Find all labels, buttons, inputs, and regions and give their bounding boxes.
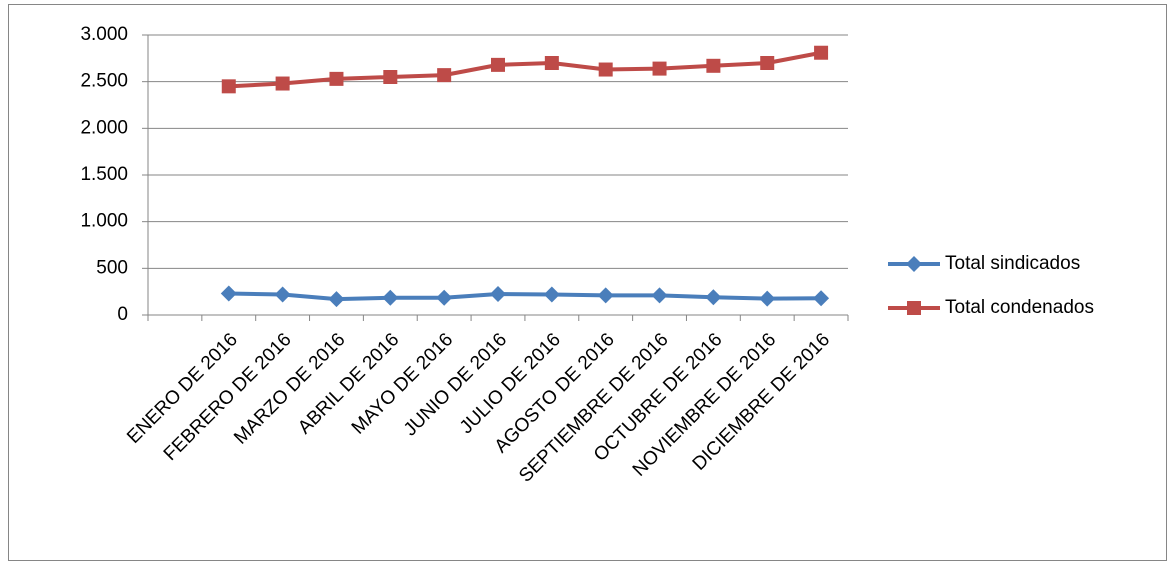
data-point (274, 286, 291, 303)
legend-marker (906, 256, 922, 272)
data-point (598, 62, 613, 77)
series-line (228, 50, 822, 89)
chart-frame (8, 4, 1167, 561)
data-point (275, 76, 290, 91)
data-point (220, 285, 237, 302)
data-point (813, 290, 830, 307)
legend-label: Total sindicados (945, 253, 1080, 274)
data-point (705, 289, 722, 306)
y-tick-label: 1.500 (80, 164, 128, 185)
data-point (382, 289, 399, 306)
data-point (652, 61, 667, 76)
data-point (597, 287, 614, 304)
data-point (490, 286, 506, 302)
data-point (760, 56, 775, 70)
y-tick-label: 500 (96, 257, 128, 278)
data-point (706, 58, 721, 73)
data-point (221, 79, 236, 94)
y-tick-label: 2.500 (80, 71, 128, 92)
series-line (228, 291, 822, 302)
data-point (651, 287, 668, 304)
data-point (544, 56, 559, 70)
y-tick-label: 3.000 (80, 24, 128, 45)
data-point (437, 68, 452, 83)
data-point (543, 286, 560, 303)
legend-marker (907, 301, 921, 315)
data-point (491, 57, 505, 72)
data-point (383, 70, 398, 84)
data-point (759, 290, 776, 307)
legend-label: Total condenados (945, 297, 1094, 318)
data-point (328, 291, 345, 308)
data-point (814, 45, 829, 60)
data-point (436, 289, 453, 306)
y-tick-label: 2.000 (80, 117, 128, 138)
y-tick-label: 1.000 (80, 211, 128, 232)
y-tick-label: 0 (117, 304, 128, 325)
data-point (329, 71, 344, 86)
